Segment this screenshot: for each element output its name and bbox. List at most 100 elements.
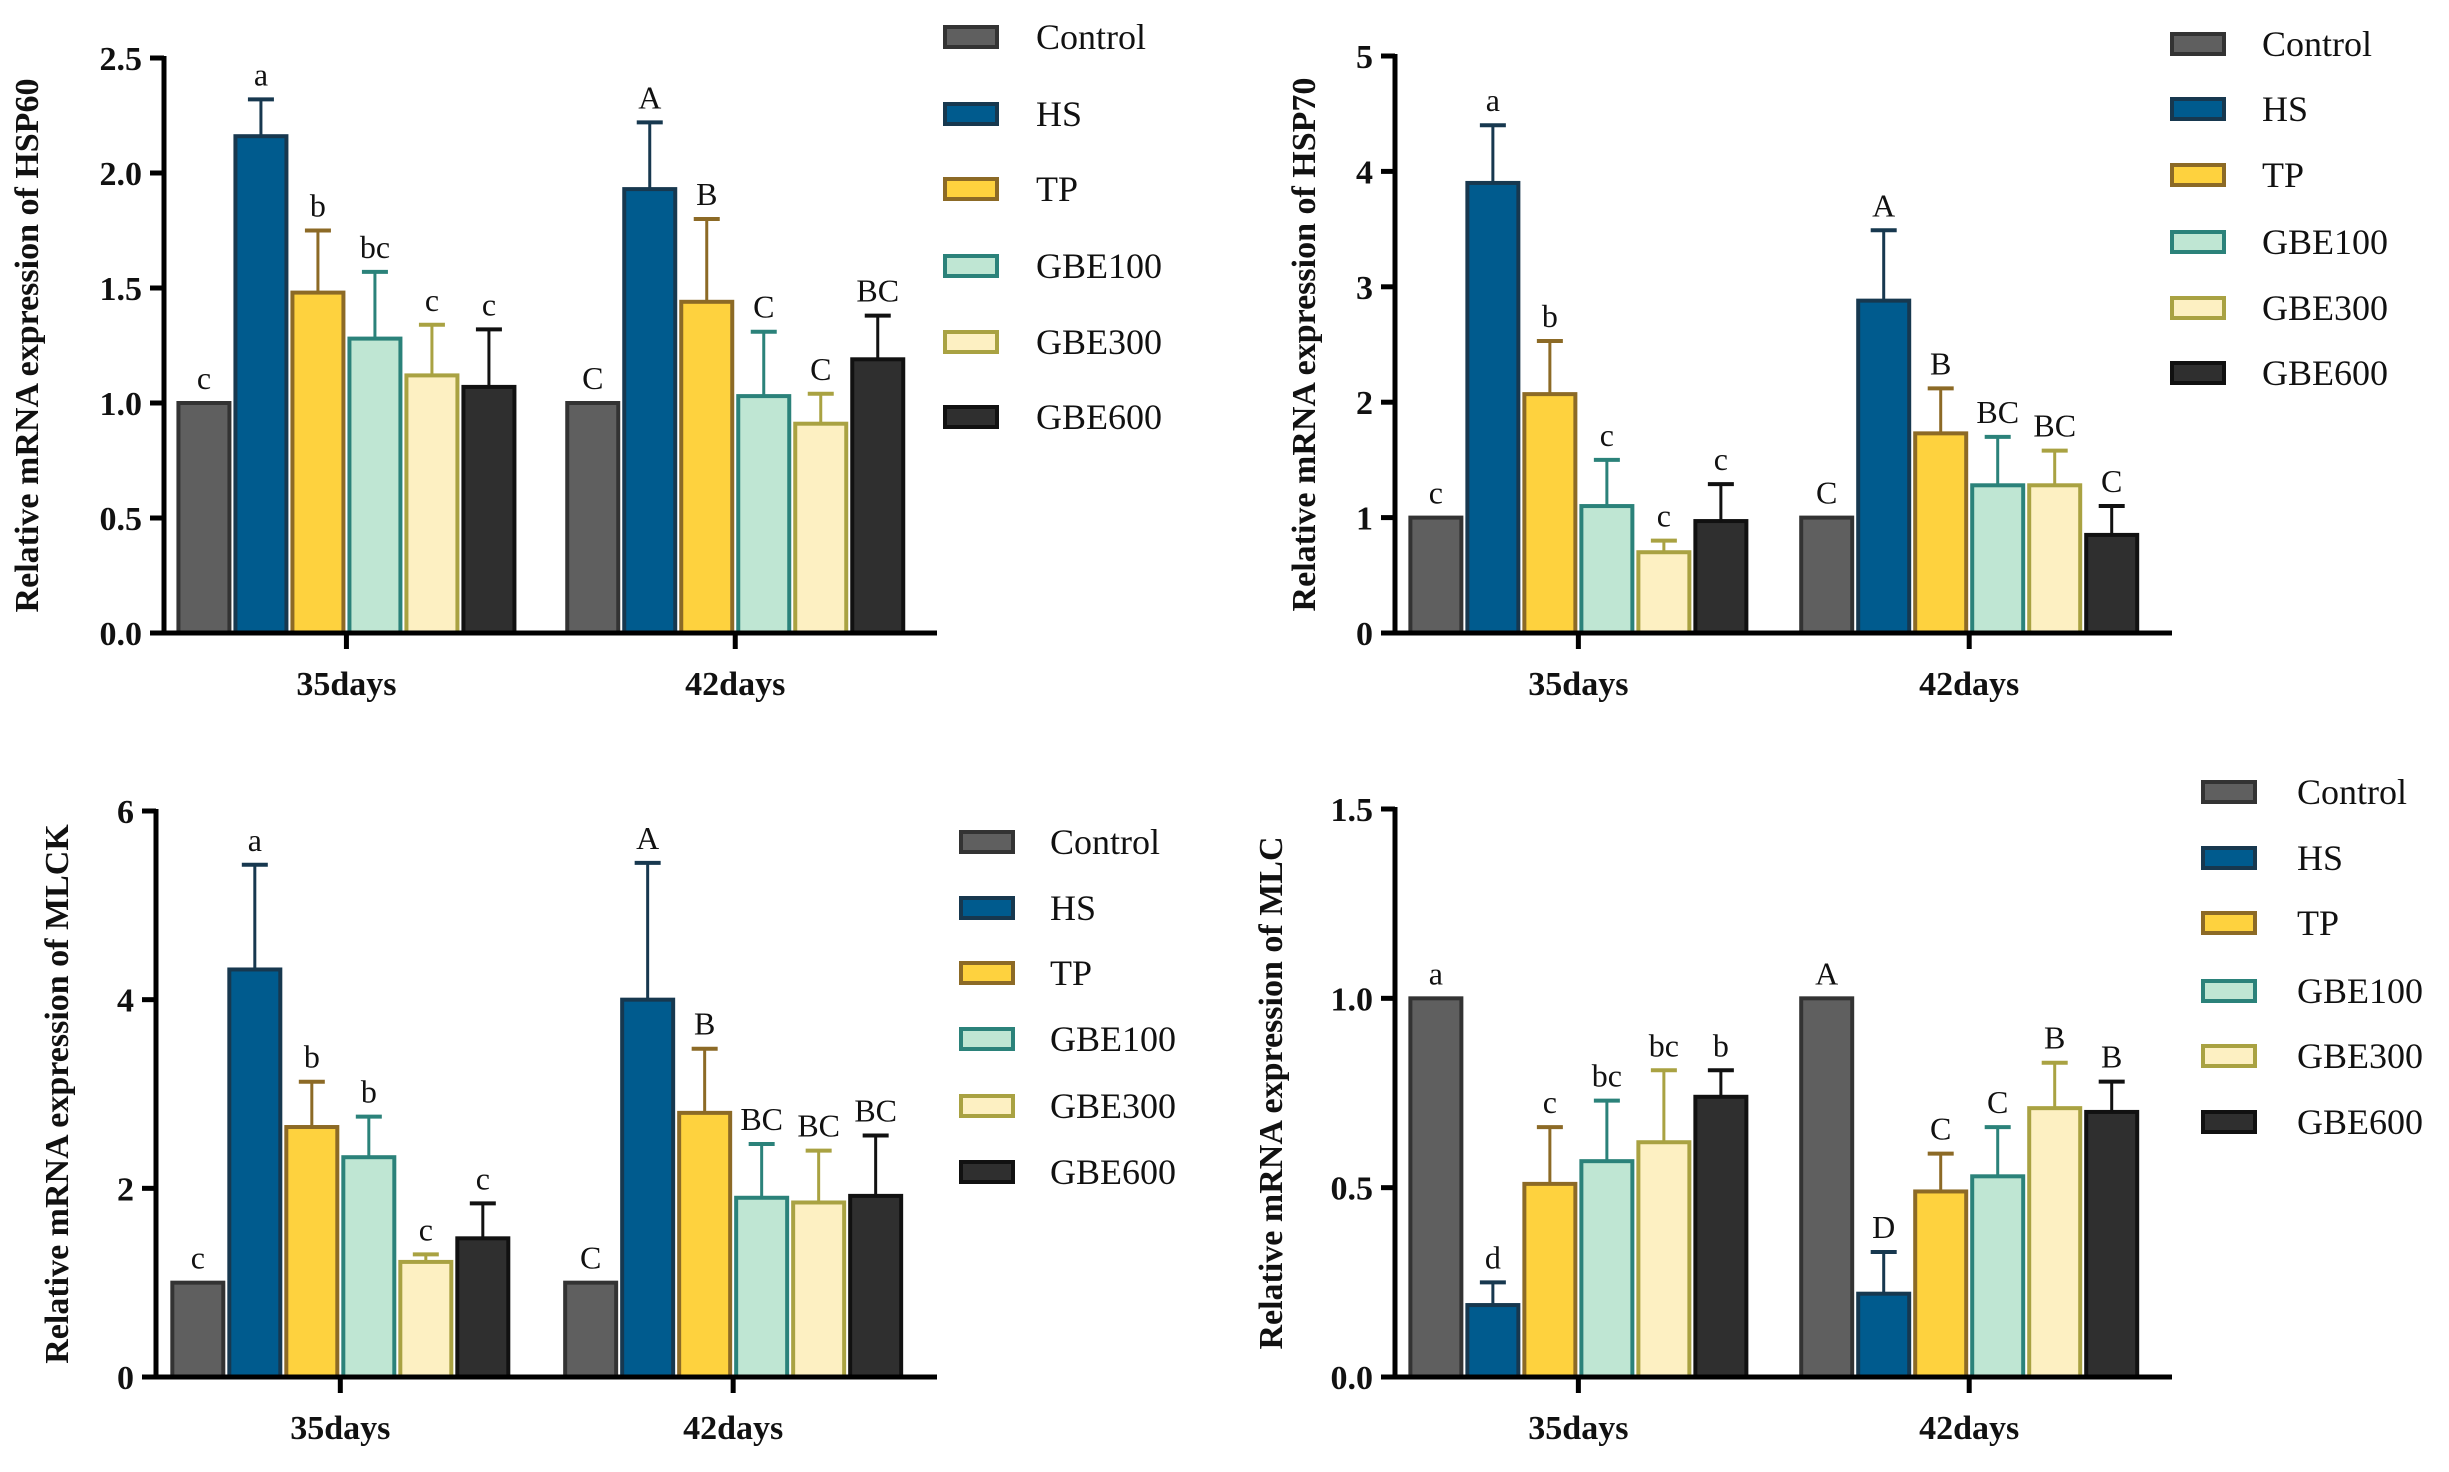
bar-GBE300-42days xyxy=(793,421,849,636)
legend-label-GBE600: GBE600 xyxy=(1036,397,1162,437)
bar-GBE600-42days xyxy=(850,357,906,635)
x-tick-label: 35days xyxy=(1528,666,1628,703)
y-tick-label: 1.5 xyxy=(100,271,143,308)
legend-label-HS: HS xyxy=(1036,94,1082,134)
significance-letter: a xyxy=(1429,955,1443,991)
legend-swatch-GBE600 xyxy=(943,405,999,429)
y-tick-label: 4 xyxy=(117,983,134,1020)
bar-GBE100-42days xyxy=(1970,1174,2026,1379)
significance-letter: C xyxy=(582,360,603,396)
legend-label-GBE100: GBE100 xyxy=(2262,222,2388,262)
x-tick-label: 42days xyxy=(1919,666,2019,703)
bar-Control-42days xyxy=(1799,996,1855,1379)
significance-letter: d xyxy=(1485,1239,1501,1275)
significance-letter: C xyxy=(753,289,774,325)
bar-GBE100-42days xyxy=(734,1195,790,1380)
significance-letter: A xyxy=(1815,955,1838,991)
significance-letter: BC xyxy=(1976,394,2019,430)
bar-GBE300-35days xyxy=(398,1259,454,1379)
bar-GBE300-35days xyxy=(1636,550,1692,635)
legend-swatch-TP xyxy=(959,961,1015,985)
legend: Control HS TP GBE100 GBE300 GBE600 xyxy=(959,822,1176,1192)
bar-HS-35days xyxy=(1465,180,1521,635)
significance-letter: b xyxy=(304,1039,320,1075)
legend-swatch-GBE600 xyxy=(959,1160,1015,1184)
significance-letter: BC xyxy=(740,1101,783,1137)
bar-TP-35days xyxy=(1522,392,1578,636)
legend-label-GBE100: GBE100 xyxy=(2297,971,2423,1011)
legend-swatch-GBE100 xyxy=(2170,230,2226,254)
legend-label-TP: TP xyxy=(1050,953,1092,993)
legend-swatch-GBE600 xyxy=(2170,361,2226,385)
significance-letter: b xyxy=(310,188,326,224)
legend-swatch-TP xyxy=(2201,911,2257,935)
bar-GBE600-35days xyxy=(461,384,517,635)
chart-panel-0: c Ca Ab Bbc Cc Cc BC 0.0 0.5 1.0 1.5 2.0 2.5 35days 42… xyxy=(9,17,1162,703)
significance-letter: BC xyxy=(856,273,899,309)
significance-letter: BC xyxy=(797,1108,840,1144)
significance-letter: c xyxy=(191,1240,205,1276)
bar-GBE300-42days xyxy=(2027,1106,2083,1379)
y-tick-label: 0.0 xyxy=(100,616,143,653)
significance-letter: a xyxy=(1486,82,1500,118)
significance-letter: c xyxy=(1600,417,1614,453)
bar-HS-35days xyxy=(227,967,283,1379)
bar-GBE100-42days xyxy=(1970,483,2026,635)
legend: Control HS TP GBE100 GBE300 GBE600 xyxy=(2170,24,2388,393)
legend-label-Control: Control xyxy=(2297,772,2407,812)
bar-TP-42days xyxy=(1913,431,1969,635)
y-tick-label: 1.0 xyxy=(1331,981,1374,1018)
bar-HS-42days xyxy=(1856,298,1912,635)
bar-Control-35days xyxy=(1408,515,1464,635)
legend-swatch-Control xyxy=(2170,32,2226,56)
significance-letter: c xyxy=(1429,475,1443,511)
legend-label-GBE600: GBE600 xyxy=(2297,1102,2423,1142)
legend-label-GBE100: GBE100 xyxy=(1036,246,1162,286)
legend-label-TP: TP xyxy=(1036,169,1078,209)
y-tick-label: 0 xyxy=(1356,616,1373,653)
legend-swatch-GBE100 xyxy=(943,254,999,278)
bar-TP-42days xyxy=(679,299,735,635)
significance-letter: c xyxy=(476,1160,490,1196)
significance-letter: C xyxy=(2101,463,2122,499)
legend-label-Control: Control xyxy=(1036,17,1146,57)
significance-letter: C xyxy=(580,1240,601,1276)
legend-swatch-HS xyxy=(943,102,999,126)
chart-panel-1: c Ca Ab Bc BC c BC c C 0 1 2 3 4 5 35days 42days Relative… xyxy=(1286,24,2388,703)
bar-GBE300-35days xyxy=(404,373,460,635)
legend-label-GBE600: GBE600 xyxy=(2262,353,2388,393)
bar-HS-42days xyxy=(622,187,678,635)
y-tick-label: 1 xyxy=(1356,501,1373,538)
legend-label-HS: HS xyxy=(1050,888,1096,928)
bar-Control-35days xyxy=(170,1280,226,1379)
bar-HS-35days xyxy=(233,134,289,635)
significance-letter: C xyxy=(1987,1084,2008,1120)
bar-TP-35days xyxy=(290,290,346,635)
legend-label-Control: Control xyxy=(2262,24,2372,64)
significance-letter: C xyxy=(1930,1111,1951,1147)
significance-letter: c xyxy=(482,286,496,322)
legend-label-TP: TP xyxy=(2262,155,2304,195)
bar-HS-35days xyxy=(1465,1303,1521,1380)
legend-swatch-GBE300 xyxy=(959,1094,1015,1118)
significance-letter: B xyxy=(2101,1039,2122,1075)
y-tick-label: 0 xyxy=(117,1360,134,1397)
significance-letter: B xyxy=(2044,1020,2065,1056)
legend-label-GBE300: GBE300 xyxy=(2297,1036,2423,1076)
bar-Control-35days xyxy=(176,401,232,635)
significance-letter: bc xyxy=(360,229,390,265)
legend-label-GBE600: GBE600 xyxy=(1050,1152,1176,1192)
significance-letter: B xyxy=(1930,345,1951,381)
significance-letter: D xyxy=(1872,1209,1895,1245)
y-tick-label: 6 xyxy=(117,794,134,831)
legend-label-GBE100: GBE100 xyxy=(1050,1019,1176,1059)
legend-label-HS: HS xyxy=(2262,89,2308,129)
legend-swatch-GBE100 xyxy=(2201,979,2257,1003)
legend-label-TP: TP xyxy=(2297,903,2339,943)
significance-letter: bc xyxy=(1649,1027,1679,1063)
significance-letter: a xyxy=(248,822,262,858)
bar-Control-42days xyxy=(565,401,621,635)
legend-swatch-TP xyxy=(943,177,999,201)
significance-letter: c xyxy=(1657,498,1671,534)
legend: Control HS TP GBE100 GBE300 GBE600 xyxy=(2201,772,2423,1142)
